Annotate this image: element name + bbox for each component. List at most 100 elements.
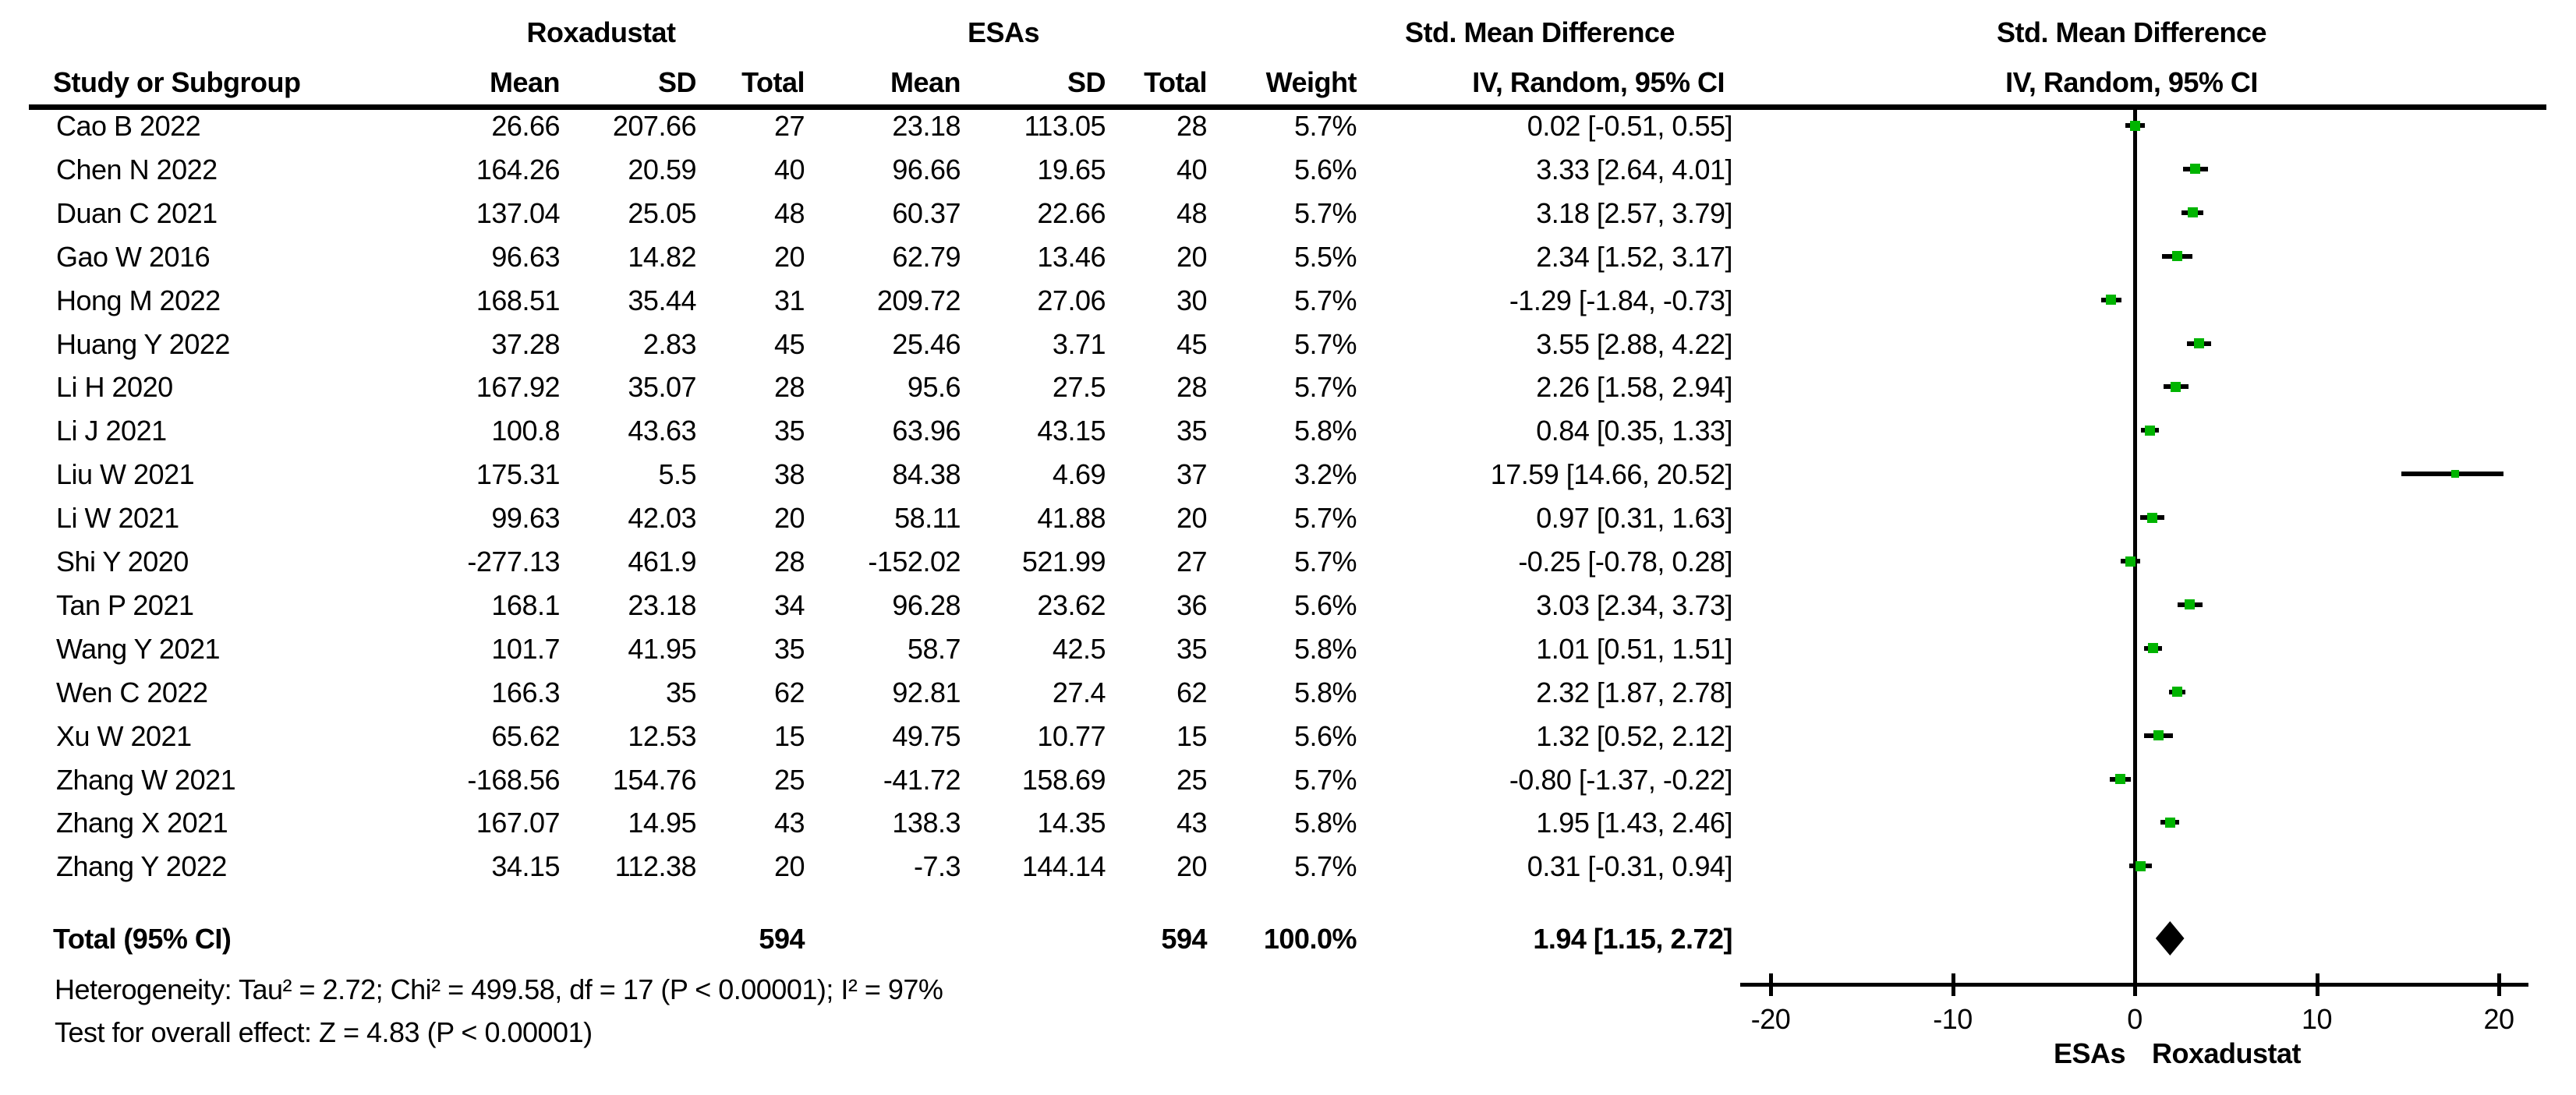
rox-mean-cell: 166.3: [491, 676, 560, 708]
rox-sd-cell: 12.53: [628, 720, 696, 752]
rox-mean-cell: 101.7: [491, 633, 560, 665]
point-estimate-marker: [2147, 513, 2157, 523]
rox-sd-cell: 35.44: [628, 284, 696, 316]
point-estimate-marker: [2125, 556, 2135, 567]
esa-total-cell: 15: [1176, 720, 1208, 752]
rox-mean-cell: 168.1: [491, 589, 560, 621]
esa-total-cell: 45: [1176, 328, 1208, 360]
ci-text-cell: 2.32 [1.87, 2.78]: [1536, 676, 1732, 708]
rox-total-cell: 43: [773, 807, 805, 839]
point-estimate-marker: [2172, 687, 2182, 697]
weight-cell: 5.7%: [1293, 284, 1357, 316]
weight-cell: 5.6%: [1293, 154, 1357, 185]
rox-mean-cell: -277.13: [467, 546, 560, 578]
rox-sd-cell: 14.95: [628, 807, 696, 839]
esa-mean-cell: 96.28: [892, 589, 961, 621]
point-estimate-marker: [2172, 251, 2182, 261]
esa-total-cell: 48: [1176, 197, 1208, 229]
point-estimate-marker: [2153, 730, 2164, 740]
rox-mean-cell: 167.92: [476, 371, 561, 403]
study-label: Chen N 2022: [56, 154, 218, 185]
weight-cell: 5.8%: [1293, 633, 1357, 665]
effect-column-header: Std. Mean Difference: [1404, 16, 1675, 48]
weight-cell: 5.7%: [1293, 850, 1357, 882]
esa-total-cell: 36: [1176, 589, 1208, 621]
point-estimate-marker: [2106, 295, 2116, 305]
rox-sd-cell: 112.38: [614, 850, 697, 882]
esa-mean-cell: 60.37: [892, 197, 961, 229]
study-label: Li J 2021: [56, 415, 167, 447]
weight-cell: 5.8%: [1293, 807, 1357, 839]
esa-sd-cell: 4.69: [1052, 458, 1106, 490]
rox-mean-cell: 26.66: [491, 110, 560, 142]
ci-text-cell: 3.03 [2.34, 3.73]: [1536, 589, 1732, 621]
esa-total-cell: 28: [1176, 110, 1208, 142]
group2-sd-header: SD: [1067, 66, 1106, 98]
rox-mean-cell: 175.31: [476, 458, 561, 490]
study-label: Zhang Y 2022: [56, 850, 227, 882]
weight-cell: 5.7%: [1293, 502, 1357, 534]
esa-sd-cell: 521.99: [1021, 546, 1106, 578]
weight-cell: 5.8%: [1293, 415, 1357, 447]
x-axis-tick: [2497, 973, 2501, 996]
rox-sd-cell: 20.59: [628, 154, 696, 185]
esa-sd-cell: 27.4: [1052, 676, 1106, 708]
x-axis-tick-label: -20: [1750, 1003, 1791, 1035]
x-axis-tick: [1769, 973, 1773, 996]
point-estimate-marker: [2115, 774, 2125, 784]
ci-text-cell: 0.84 [0.35, 1.33]: [1536, 415, 1732, 447]
total-weight: 100.0%: [1263, 923, 1357, 955]
ci-text-cell: 3.33 [2.64, 4.01]: [1536, 154, 1732, 185]
x-axis-tick-label: 10: [2301, 1003, 2333, 1035]
rox-total-cell: 15: [773, 720, 805, 752]
point-estimate-marker: [2190, 164, 2200, 174]
weight-column-header: Weight: [1265, 66, 1357, 98]
esa-total-cell: 20: [1176, 850, 1208, 882]
group2-mean-header: Mean: [890, 66, 961, 98]
rox-total-cell: 35: [773, 415, 805, 447]
total-ci-text: 1.94 [1.15, 2.72]: [1533, 923, 1732, 955]
ci-text-cell: 0.02 [-0.51, 0.55]: [1527, 110, 1733, 142]
rox-sd-cell: 207.66: [612, 110, 697, 142]
esa-total-cell: 37: [1176, 458, 1208, 490]
weight-cell: 5.5%: [1293, 241, 1357, 273]
weight-cell: 5.7%: [1293, 764, 1357, 796]
rox-sd-cell: 23.18: [628, 589, 696, 621]
rox-total-cell: 27: [773, 110, 805, 142]
plot-column-header: Std. Mean Difference: [1996, 16, 2267, 48]
total-diamond: [2155, 921, 2185, 955]
esa-total-cell: 27: [1176, 546, 1208, 578]
rox-total-cell: 45: [773, 328, 805, 360]
heterogeneity-note: Heterogeneity: Tau² = 2.72; Chi² = 499.5…: [55, 973, 943, 1005]
rox-sd-cell: 43.63: [628, 415, 696, 447]
study-column-header: Study or Subgroup: [53, 66, 301, 98]
rox-mean-cell: 65.62: [491, 720, 560, 752]
total-rox-n: 594: [759, 923, 805, 955]
weight-cell: 5.7%: [1293, 110, 1357, 142]
x-axis-tick: [2316, 973, 2319, 996]
point-estimate-marker: [2451, 470, 2459, 478]
zero-line: [2133, 108, 2137, 983]
esa-sd-cell: 27.06: [1037, 284, 1106, 316]
point-estimate-marker: [2135, 861, 2146, 871]
esa-sd-cell: 14.35: [1037, 807, 1106, 839]
weight-cell: 5.7%: [1293, 546, 1357, 578]
point-estimate-marker: [2188, 207, 2198, 217]
rox-total-cell: 48: [773, 197, 805, 229]
rox-total-cell: 20: [773, 850, 805, 882]
esa-sd-cell: 19.65: [1037, 154, 1106, 185]
ci-text-cell: 3.55 [2.88, 4.22]: [1536, 328, 1732, 360]
esa-sd-cell: 158.69: [1021, 764, 1106, 796]
study-label: Li H 2020: [56, 371, 173, 403]
rox-total-cell: 40: [773, 154, 805, 185]
point-estimate-marker: [2171, 382, 2181, 392]
point-estimate-marker: [2148, 643, 2158, 653]
point-estimate-marker: [2165, 818, 2175, 828]
axis-right-label: Roxadustat: [2152, 1037, 2302, 1069]
ci-text-cell: 3.18 [2.57, 3.79]: [1536, 197, 1732, 229]
esa-total-cell: 20: [1176, 502, 1208, 534]
esa-mean-cell: 25.46: [892, 328, 961, 360]
esa-sd-cell: 144.14: [1021, 850, 1106, 882]
group2-total-header: Total: [1144, 66, 1207, 98]
